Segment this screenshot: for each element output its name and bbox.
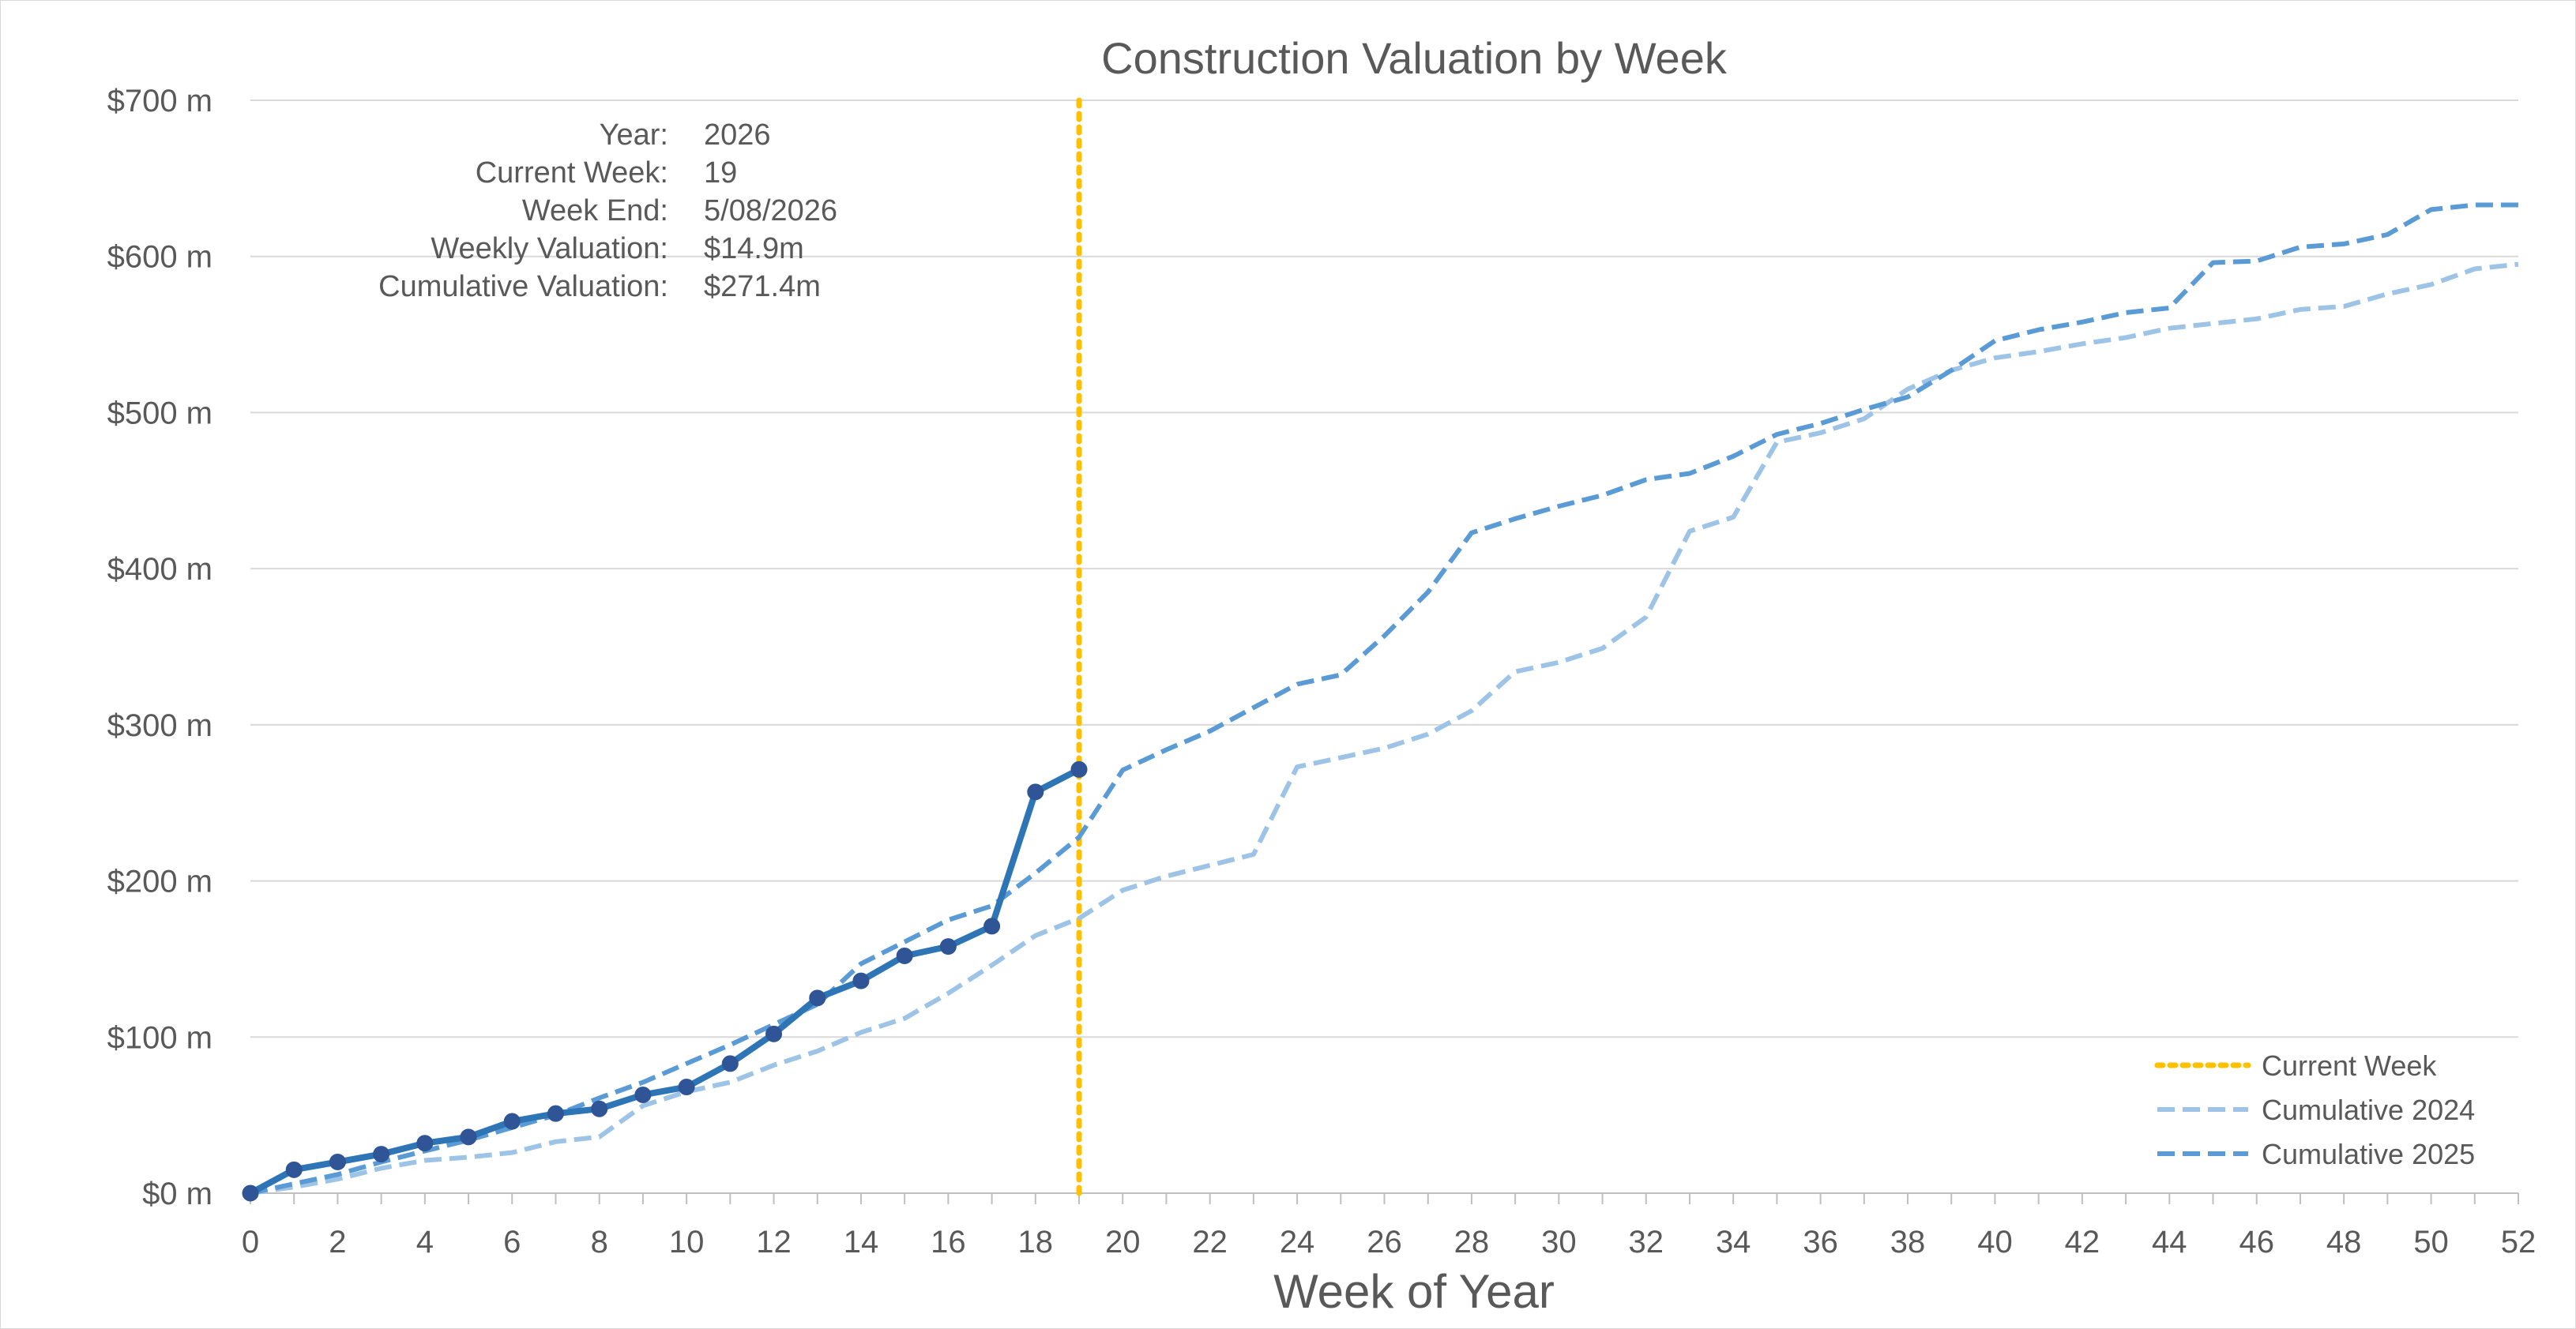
x-tick-label: 48 (2326, 1225, 2362, 1260)
x-tick-label: 10 (669, 1225, 705, 1260)
x-tick-label: 4 (416, 1225, 434, 1260)
x-tick-label: 40 (1977, 1225, 2013, 1260)
series-line-cumulative-2026 (249, 766, 1081, 1196)
y-tick-label: $700 m (107, 84, 212, 118)
gridlines (250, 99, 2518, 1194)
x-tick-label: 38 (1890, 1225, 1926, 1260)
x-tick-label: 30 (1541, 1225, 1577, 1260)
data-point (983, 918, 1001, 935)
y-tick-label: $300 m (107, 708, 212, 743)
y-axis-ticks: $0 m $100 m $200 m $300 m $400 m $500 m $600 m… (107, 84, 212, 1211)
data-point (852, 972, 870, 989)
legend-label: Current Week (2262, 1049, 2437, 1082)
data-point (329, 1153, 346, 1170)
info-value: $271.4m (704, 270, 821, 303)
info-value: 5/08/2026 (704, 194, 837, 227)
info-value: 19 (704, 156, 737, 190)
info-value: 2026 (704, 118, 771, 152)
x-tick-label: 26 (1367, 1225, 1402, 1260)
info-box: Year: 2026 Current Week: 19 Week End: 5/08/20… (378, 118, 837, 303)
info-label: Week End: (522, 194, 668, 227)
data-point (285, 1161, 303, 1178)
data-point (373, 1146, 390, 1163)
info-label: Current Week: (476, 156, 668, 190)
data-point (939, 938, 957, 955)
data-point (721, 1055, 739, 1072)
data-point (678, 1079, 695, 1096)
x-tick-label: 14 (844, 1225, 879, 1260)
x-tick-label: 6 (503, 1225, 521, 1260)
data-point (1027, 783, 1044, 801)
data-point (547, 1105, 564, 1122)
data-point (634, 1086, 652, 1103)
x-tick-label: 28 (1454, 1225, 1490, 1260)
x-tick-label: 32 (1629, 1225, 1664, 1260)
y-tick-label: $500 m (107, 396, 212, 430)
x-tick-label: 44 (2152, 1225, 2187, 1260)
x-tick-label: 50 (2413, 1225, 2449, 1260)
legend: Current Week Cumulative 2024 Cumulative 20… (2154, 1049, 2475, 1170)
chart-title: Construction Valuation by Week (1101, 33, 1728, 83)
series-layer (242, 97, 2519, 1202)
x-tick-label: 2 (329, 1225, 346, 1260)
data-point (809, 989, 826, 1007)
info-label: Cumulative Valuation: (378, 270, 668, 303)
data-point (416, 1135, 434, 1152)
x-tick-label: 36 (1803, 1225, 1838, 1260)
x-axis (250, 1192, 2519, 1204)
x-tick-label: 34 (1716, 1225, 1751, 1260)
x-tick-label: 22 (1192, 1225, 1228, 1260)
info-label: Weekly Valuation: (431, 232, 668, 265)
info-value: $14.9m (704, 232, 804, 265)
x-tick-label: 24 (1280, 1225, 1315, 1260)
y-tick-label: $100 m (107, 1020, 212, 1055)
x-tick-label: 18 (1018, 1225, 1054, 1260)
x-tick-label: 12 (756, 1225, 792, 1260)
y-tick-label: $0 m (142, 1177, 212, 1211)
data-point (503, 1113, 521, 1130)
x-axis-label: Week of Year (1273, 1265, 1555, 1318)
x-axis-ticks: 0 2 4 6 8 10 12 14 16 18 20 22 24 26 28 30 32 34 36 38 40 42 4… (242, 1225, 2536, 1260)
y-tick-label: $200 m (107, 865, 212, 899)
legend-label: Cumulative 2024 (2262, 1094, 2475, 1126)
y-tick-label: $600 m (107, 240, 212, 275)
info-label: Year: (600, 118, 668, 152)
data-point (765, 1025, 783, 1042)
x-tick-label: 20 (1105, 1225, 1141, 1260)
x-tick-label: 8 (591, 1225, 608, 1260)
data-point (242, 1184, 259, 1202)
x-tick-label: 0 (242, 1225, 259, 1260)
x-tick-label: 46 (2239, 1225, 2274, 1260)
x-tick-label: 16 (931, 1225, 966, 1260)
legend-label: Cumulative 2025 (2262, 1138, 2475, 1170)
series-line-cumulative-2024 (250, 261, 2519, 1196)
data-point (460, 1128, 477, 1146)
data-point (591, 1100, 608, 1117)
data-point (896, 947, 913, 964)
data-point (1070, 760, 1088, 778)
x-tick-label: 42 (2065, 1225, 2100, 1260)
y-tick-label: $400 m (107, 552, 212, 587)
series-line-cumulative-2025 (250, 202, 2518, 1196)
x-tick-label: 52 (2501, 1225, 2537, 1260)
